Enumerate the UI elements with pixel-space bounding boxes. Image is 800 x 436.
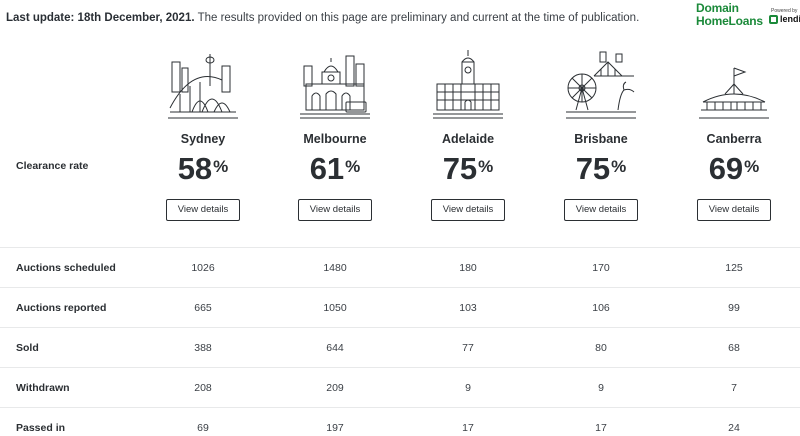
stat-value: 1026 xyxy=(191,262,215,274)
city-name: Melbourne xyxy=(303,132,367,146)
stat-value: 17 xyxy=(462,422,474,434)
city-name: Adelaide xyxy=(441,132,495,146)
adelaide-town-hall-icon xyxy=(433,50,503,119)
stat-value: 1050 xyxy=(323,302,347,314)
stat-value: 665 xyxy=(194,302,212,314)
clearance-rate-label: Clearance rate xyxy=(16,160,89,172)
stat-value: 197 xyxy=(326,422,344,434)
city-column-sydney: Sydney 58% View details xyxy=(138,46,268,221)
view-details-button-sydney[interactable]: View details xyxy=(166,199,240,221)
stat-value: 209 xyxy=(326,382,344,394)
lendi-logo: lendi xyxy=(769,15,800,24)
lendi-mark-icon xyxy=(769,15,778,24)
last-update-note: The results provided on this page are pr… xyxy=(197,12,640,24)
city-columns: Sydney 58% View details Me xyxy=(0,46,800,226)
stat-value: 17 xyxy=(595,422,607,434)
city-column-brisbane: Brisbane 75% View details xyxy=(536,46,666,221)
stat-value: 9 xyxy=(598,382,604,394)
clearance-rate-value: 61% xyxy=(309,151,361,186)
brand-line-2: HomeLoans xyxy=(696,14,763,28)
view-details-button-adelaide[interactable]: View details xyxy=(431,199,505,221)
city-name: Canberra xyxy=(706,132,762,146)
stat-value: 170 xyxy=(592,262,610,274)
domain-home-loans-logo[interactable]: Domain HomeLoans Powered by lendi xyxy=(696,0,800,30)
stat-value: 103 xyxy=(459,302,477,314)
stat-value: 1480 xyxy=(323,262,347,274)
stat-value: 80 xyxy=(595,342,607,354)
stat-value: 68 xyxy=(728,342,740,354)
brand-line-1: Domain xyxy=(696,1,739,15)
clearance-rate-value: 75% xyxy=(575,151,627,186)
stat-value: 69 xyxy=(197,422,209,434)
clearance-rate-value: 75% xyxy=(442,151,494,186)
canberra-parliament-house-icon xyxy=(699,67,769,119)
clearance-rate-value: 69% xyxy=(708,151,760,186)
view-details-button-brisbane[interactable]: View details xyxy=(564,199,638,221)
brisbane-wheel-story-bridge-icon xyxy=(566,51,636,119)
city-name: Brisbane xyxy=(574,132,628,146)
row-label: Auctions scheduled xyxy=(16,262,116,274)
last-update-bar: Last update: 18th December, 2021. The re… xyxy=(6,12,639,24)
row-label: Sold xyxy=(16,342,39,354)
table-row: Auctions reported 665 1050 103 106 99 xyxy=(0,287,800,327)
lendi-wordmark: lendi xyxy=(780,14,800,24)
view-details-button-canberra[interactable]: View details xyxy=(697,199,771,221)
view-details-button-melbourne[interactable]: View details xyxy=(298,199,372,221)
row-label: Passed in xyxy=(16,422,66,434)
stat-value: 208 xyxy=(194,382,212,394)
table-row: Withdrawn 208 209 9 9 7 xyxy=(0,367,800,407)
table-row: Sold 388 644 77 80 68 xyxy=(0,327,800,367)
city-name: Sydney xyxy=(180,132,226,146)
city-column-melbourne: Melbourne 61% View details xyxy=(270,46,400,221)
city-column-canberra: Canberra 69% View details xyxy=(669,46,799,221)
row-label: Auctions reported xyxy=(16,302,107,314)
table-row: Auctions scheduled 1026 1480 180 170 125 xyxy=(0,247,800,287)
city-column-adelaide: Adelaide 75% View details xyxy=(403,46,533,221)
stat-value: 180 xyxy=(459,262,477,274)
stat-value: 7 xyxy=(731,382,737,394)
stat-value: 77 xyxy=(462,342,474,354)
stat-value: 9 xyxy=(465,382,471,394)
last-update-date: Last update: 18th December, 2021. xyxy=(6,12,195,24)
clearance-rate-value: 58% xyxy=(177,151,229,186)
stat-value: 125 xyxy=(725,262,743,274)
stat-value: 388 xyxy=(194,342,212,354)
melbourne-flinders-street-station-icon xyxy=(300,55,370,119)
stat-value: 99 xyxy=(728,302,740,314)
stat-value: 644 xyxy=(326,342,344,354)
powered-by-label: Powered by xyxy=(771,8,798,14)
sydney-opera-house-harbour-bridge-icon xyxy=(168,54,238,119)
row-label: Withdrawn xyxy=(16,382,70,394)
auction-stats-table: Auctions scheduled 1026 1480 180 170 125… xyxy=(0,247,800,436)
stat-value: 24 xyxy=(728,422,740,434)
stat-value: 106 xyxy=(592,302,610,314)
table-row: Passed in 69 197 17 17 24 xyxy=(0,407,800,436)
